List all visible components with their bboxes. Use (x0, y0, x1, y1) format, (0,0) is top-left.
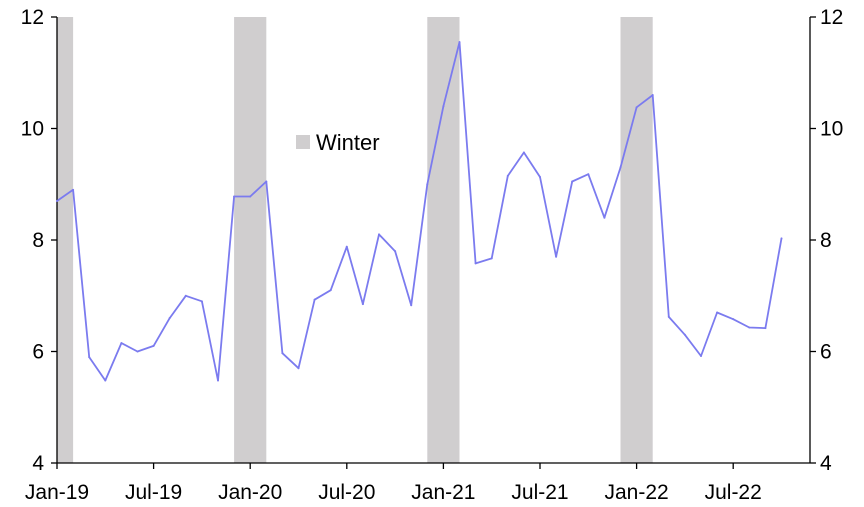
data-point (667, 315, 670, 318)
data-point (72, 188, 75, 191)
data-point (200, 300, 203, 303)
data-point (571, 180, 574, 183)
data-point (104, 379, 107, 382)
x-tick-label: Jan-22 (604, 481, 668, 504)
right-y-tick-label: 12 (820, 6, 843, 29)
data-point (732, 318, 735, 321)
data-point (522, 151, 525, 154)
data-point (619, 166, 622, 169)
series-layer (56, 41, 783, 382)
left-y-tick-label: 4 (32, 452, 44, 475)
data-point (265, 180, 268, 183)
legend: Winter (296, 130, 380, 155)
left-y-tick-label: 10 (21, 118, 44, 141)
data-point (442, 105, 445, 108)
data-point (217, 379, 219, 382)
left-y-tick-label: 12 (21, 6, 44, 29)
x-tick-label: Jul-20 (318, 481, 375, 504)
data-point (458, 41, 461, 44)
data-point (764, 327, 767, 330)
data-point (297, 367, 300, 370)
data-point (426, 183, 429, 186)
data-point (780, 237, 783, 240)
winter-band-1 (57, 17, 74, 463)
data-point (683, 333, 686, 336)
winter-band-4 (620, 17, 653, 463)
data-point (88, 356, 91, 359)
data-point (152, 344, 155, 347)
data-point (410, 304, 413, 307)
data-point (506, 174, 509, 177)
right-y-tick-label: 8 (820, 229, 832, 252)
data-point (539, 176, 541, 179)
data-point (474, 262, 477, 265)
right-y-tick-label: 4 (820, 452, 832, 475)
data-point (361, 303, 364, 306)
winter-shading-layer (57, 17, 653, 463)
data-point (56, 199, 58, 202)
axes (51, 16, 816, 469)
right-y-tick-label: 10 (820, 118, 843, 141)
data-point (313, 298, 316, 301)
data-point (490, 257, 493, 260)
data-point (651, 94, 654, 97)
data-point (345, 245, 348, 248)
data-point (329, 289, 332, 292)
left-y-tick-label: 8 (32, 229, 44, 252)
data-point (233, 195, 236, 198)
x-tick-label: Jul-19 (125, 481, 182, 504)
x-tick-label: Jan-20 (218, 481, 282, 504)
legend-swatch (296, 135, 310, 149)
left-y-tick-label: 6 (32, 341, 44, 364)
data-point (136, 350, 139, 353)
legend-label: Winter (316, 130, 380, 155)
x-tick-label: Jul-22 (705, 481, 762, 504)
data-point (700, 354, 702, 357)
data-point (603, 216, 606, 219)
data-point (184, 294, 187, 297)
data-point (748, 326, 751, 329)
data-point (281, 352, 284, 355)
data-point (378, 233, 380, 236)
data-point (394, 250, 397, 253)
data-point (587, 173, 590, 176)
x-tick-label: Jul-21 (511, 481, 568, 504)
data-point (120, 342, 123, 345)
data-point (635, 106, 638, 109)
winter-band-3 (427, 17, 460, 463)
data-point (716, 311, 719, 314)
series-line-1 (56, 41, 783, 382)
right-y-tick-label: 6 (820, 341, 832, 364)
winter-band-2 (234, 17, 267, 463)
data-point (555, 255, 558, 258)
tick-labels: 4 6 8 10 12 4 6 8 10 12 Jan-19 Jul-19 Jan-20 Jul-20 Ja… (21, 6, 844, 504)
x-tick-label: Jan-19 (25, 481, 89, 504)
data-point (168, 317, 171, 320)
data-point (249, 195, 252, 198)
x-tick-label: Jan-21 (411, 481, 475, 504)
